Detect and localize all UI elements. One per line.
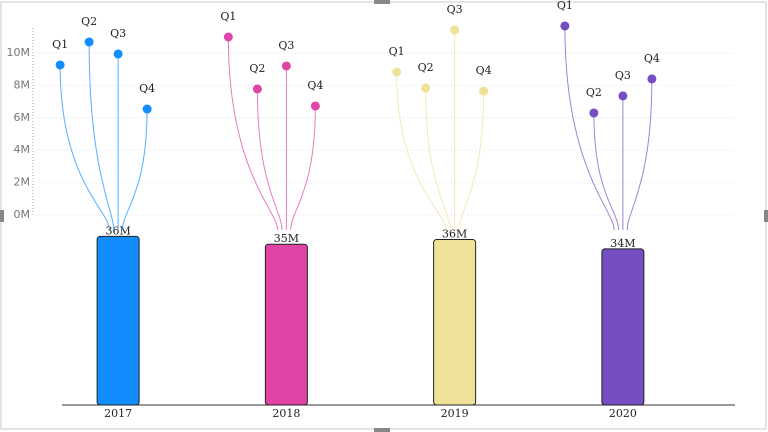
quarter-label: Q1 xyxy=(557,0,573,12)
bar-label: 36M xyxy=(442,228,467,241)
quarter-label: Q4 xyxy=(476,64,492,77)
quarter-label: Q4 xyxy=(307,79,323,92)
x-tick-label: 2017 xyxy=(104,407,132,420)
handle xyxy=(0,210,4,222)
quarter-dot xyxy=(281,61,291,71)
stem xyxy=(59,64,110,231)
quarter-label: Q3 xyxy=(278,39,294,52)
handle xyxy=(374,0,390,4)
quarter-label: Q4 xyxy=(644,52,660,65)
quarter-label: Q4 xyxy=(139,82,155,95)
quarter-dot xyxy=(223,32,233,42)
quarter-dot xyxy=(589,108,599,118)
handle xyxy=(764,210,768,222)
bar-label: 34M xyxy=(610,237,635,250)
quarter-dot xyxy=(479,86,489,96)
y-tick-label: 0M xyxy=(14,208,31,221)
y-tick-label: 8M xyxy=(14,78,31,91)
bar xyxy=(601,248,645,406)
quarter-label: Q1 xyxy=(389,45,405,58)
quarter-dot xyxy=(618,91,628,101)
bar xyxy=(433,239,477,406)
x-tick-label: 2020 xyxy=(609,407,637,420)
bar xyxy=(264,243,308,406)
quarter-label: Q2 xyxy=(586,86,602,99)
quarter-label: Q2 xyxy=(418,61,434,74)
quarter-dot xyxy=(252,84,262,94)
quarter-dot xyxy=(421,83,431,93)
quarter-label: Q1 xyxy=(52,38,68,51)
y-tick-label: 10M xyxy=(7,46,31,59)
stem xyxy=(256,88,283,231)
stem xyxy=(626,78,653,231)
stem xyxy=(396,71,447,231)
stem xyxy=(290,105,316,231)
stem xyxy=(593,112,620,231)
quarter-label: Q3 xyxy=(615,69,631,82)
stem xyxy=(564,25,615,231)
x-tick-label: 2018 xyxy=(272,407,300,420)
y-tick-label: 2M xyxy=(14,176,31,189)
x-tick-label: 2019 xyxy=(441,407,469,420)
stem xyxy=(88,41,115,231)
bar xyxy=(96,235,140,406)
quarter-dot xyxy=(560,21,570,31)
bar-label: 35M xyxy=(274,232,299,245)
quarter-label: Q2 xyxy=(249,62,265,75)
handle xyxy=(374,428,390,432)
quarter-dot xyxy=(450,25,460,35)
quarter-label: Q3 xyxy=(447,3,463,16)
quarter-dot xyxy=(142,104,152,114)
quarter-dot xyxy=(113,49,123,59)
bar-label: 36M xyxy=(105,224,130,237)
quarter-dot xyxy=(310,101,320,111)
quarter-label: Q2 xyxy=(81,15,97,28)
y-tick-label: 4M xyxy=(14,143,31,156)
quarter-dot xyxy=(84,37,94,47)
quarter-dot xyxy=(392,67,402,77)
stem xyxy=(425,87,451,231)
stem xyxy=(121,109,148,231)
quarter-label: Q1 xyxy=(220,10,236,23)
stem xyxy=(227,36,279,231)
quarter-dot xyxy=(647,74,657,84)
y-tick-label: 6M xyxy=(14,111,31,124)
quarter-dot xyxy=(55,60,65,70)
stem xyxy=(458,91,485,231)
quarter-label: Q3 xyxy=(110,27,126,40)
